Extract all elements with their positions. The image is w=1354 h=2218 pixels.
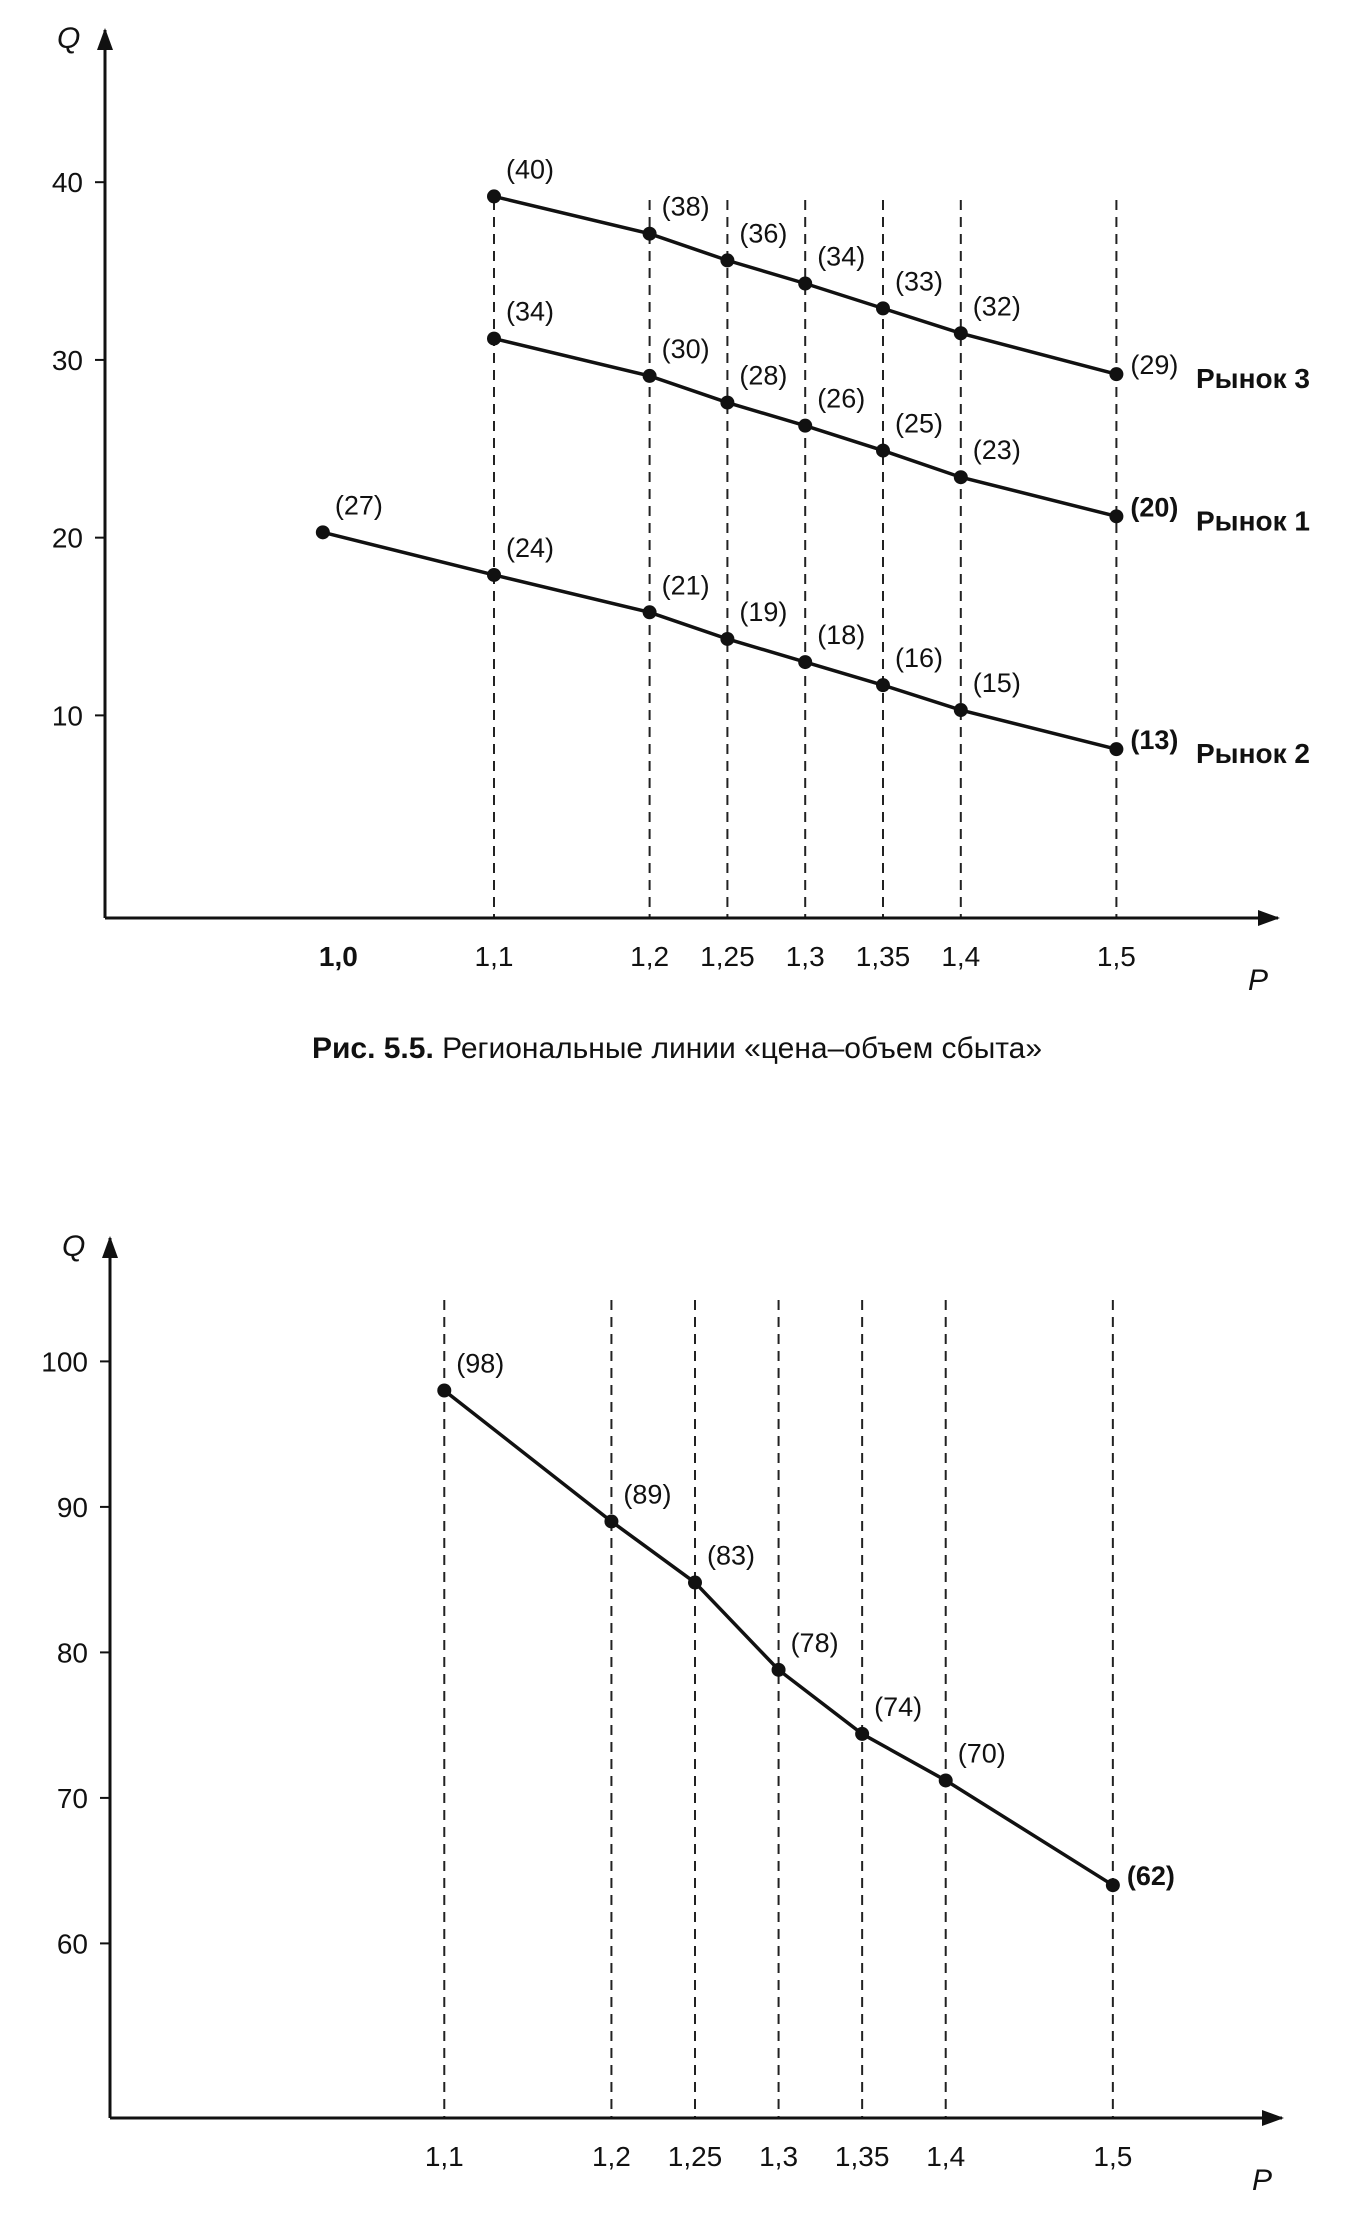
data-point — [487, 567, 501, 582]
data-point — [798, 655, 813, 670]
series-name-label: Рынок 1 — [1196, 505, 1310, 536]
data-point — [604, 1514, 619, 1529]
x-tick-label: 1,4 — [941, 941, 980, 972]
data-point — [315, 525, 330, 540]
figure-caption: Рис. 5.5. Региональные линии «цена–объем… — [0, 1032, 1354, 1066]
data-label: (23) — [973, 435, 1021, 465]
total-price-volume-chart: Q P 1,1 1,2 1,25 1,3 1,35 1,4 1,5 60 70 80 90 100 (98)… — [41, 1230, 1284, 2197]
y-tick-label: 60 — [57, 1928, 88, 1959]
data-label: (25) — [895, 409, 943, 439]
data-point — [798, 418, 813, 433]
y-tick-label: 80 — [57, 1637, 88, 1668]
x-tick-label: 1,5 — [1097, 941, 1136, 972]
data-label: (16) — [895, 643, 943, 673]
data-label: (20) — [1130, 492, 1178, 522]
data-point — [1109, 742, 1124, 757]
y-tick-label: 70 — [57, 1783, 88, 1814]
x-tick-label: 1,5 — [1093, 2141, 1132, 2172]
data-point — [938, 1773, 953, 1788]
x-axis-title: P — [1248, 964, 1268, 997]
data-label: (32) — [973, 291, 1021, 321]
data-label: (27) — [335, 490, 383, 520]
data-label: (36) — [739, 218, 787, 248]
x-tick-label: 1,1 — [425, 2141, 464, 2172]
data-point — [720, 253, 735, 268]
data-label: (74) — [874, 1692, 922, 1722]
x-tick-label: 1,4 — [926, 2141, 965, 2172]
series-name-label: Рынок 3 — [1196, 363, 1310, 394]
data-label: (29) — [1130, 350, 1178, 380]
series-name-label: Рынок 2 — [1196, 738, 1310, 769]
data-label: (89) — [623, 1479, 671, 1509]
data-point — [953, 470, 968, 485]
data-point — [1105, 1878, 1120, 1893]
y-tick-label: 90 — [57, 1492, 88, 1523]
x-tick-label: 1,25 — [668, 2141, 723, 2172]
data-point — [876, 678, 890, 693]
data-label: (28) — [739, 361, 787, 391]
data-label: (24) — [506, 533, 554, 563]
data-label: (19) — [739, 597, 787, 627]
x-tick-label: 1,25 — [700, 941, 755, 972]
data-label: (30) — [662, 334, 710, 364]
data-label: (98) — [456, 1349, 504, 1379]
figure-number: Рис. 5.5. — [311, 1032, 434, 1065]
data-point — [798, 276, 813, 291]
data-point — [855, 1726, 870, 1741]
y-tick-label: 100 — [41, 1346, 88, 1377]
x-tick-label: 1,2 — [592, 2141, 631, 2172]
data-label: (33) — [895, 266, 943, 296]
x-tick-label: 1,1 — [475, 941, 514, 972]
series-line — [322, 530, 1117, 751]
data-label: (40) — [506, 154, 554, 184]
data-point — [437, 1383, 452, 1398]
data-point — [771, 1662, 786, 1677]
data-point — [720, 631, 735, 646]
data-label: (13) — [1130, 725, 1178, 755]
regional-price-volume-chart: Q P 1,0 1,1 1,2 1,25 1,3 1,35 1,4 1,5 10 20 30 40 (40)… — [52, 22, 1310, 997]
data-label: (21) — [662, 570, 710, 600]
data-label: (15) — [973, 668, 1021, 698]
data-point — [1109, 509, 1124, 524]
data-label: (18) — [817, 620, 865, 650]
data-point — [953, 326, 968, 341]
data-label: (62) — [1127, 1861, 1175, 1891]
y-tick-label: 20 — [52, 523, 83, 554]
x-tick-label: 1,0 — [319, 941, 358, 972]
data-label: (83) — [707, 1541, 755, 1571]
x-tick-label: 1,35 — [835, 2141, 890, 2172]
x-tick-label: 1,35 — [856, 941, 911, 972]
data-point — [876, 301, 890, 316]
x-tick-label: 1,2 — [630, 941, 669, 972]
data-point — [642, 368, 657, 383]
data-point — [688, 1575, 702, 1590]
data-label: (26) — [817, 384, 865, 414]
data-point — [642, 226, 657, 241]
data-label: (38) — [662, 192, 710, 222]
x-tick-label: 1,3 — [786, 941, 825, 972]
data-point — [642, 605, 657, 620]
data-point — [720, 395, 735, 410]
data-label: (34) — [506, 297, 554, 327]
figure-caption-text: Региональные линии «цена–объем сбыта» — [442, 1032, 1043, 1065]
data-point — [487, 331, 501, 346]
y-tick-label: 10 — [52, 700, 83, 731]
data-label: (78) — [791, 1628, 839, 1658]
data-point — [953, 703, 968, 718]
data-label: (34) — [817, 241, 865, 271]
data-point — [1109, 367, 1124, 382]
data-point — [487, 189, 501, 204]
x-axis-title: P — [1252, 2164, 1272, 2197]
y-tick-label: 30 — [52, 345, 83, 376]
data-point — [876, 443, 890, 458]
y-axis-title: Q — [57, 22, 80, 55]
y-tick-label: 40 — [52, 167, 83, 198]
y-axis-title: Q — [62, 1230, 85, 1263]
x-tick-label: 1,3 — [759, 2141, 798, 2172]
data-label: (70) — [958, 1738, 1006, 1768]
